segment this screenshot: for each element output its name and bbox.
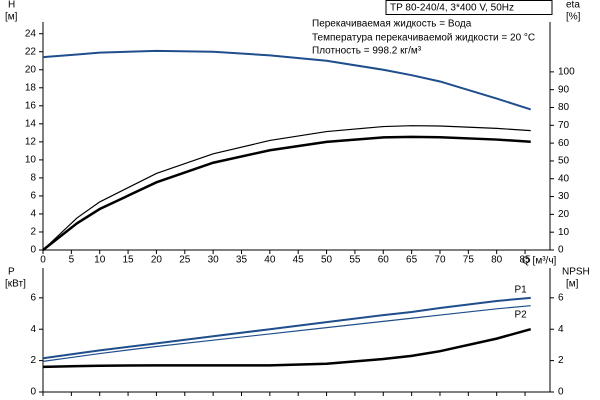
y2-tick-label: 0 [558, 387, 564, 398]
y2-tick-label: 50 [558, 156, 570, 167]
curve [42, 49, 532, 111]
x-tick-label: 35 [236, 255, 248, 266]
y-tick-label: 18 [25, 82, 37, 93]
y-tick-label: 4 [30, 324, 36, 335]
y-label: P [8, 267, 15, 278]
x-tick-label: 40 [264, 255, 276, 266]
y-tick-label: 0 [30, 387, 36, 398]
curve [42, 135, 531, 251]
x-tick-label: 15 [123, 255, 135, 266]
y2-tick-label: 100 [558, 67, 575, 78]
header-box [385, 0, 553, 15]
y-tick-label: 2 [30, 355, 36, 366]
y2-tick-label: 2 [558, 355, 564, 366]
y2-tick-label: 10 [558, 227, 570, 238]
x-tick-label: 55 [349, 255, 361, 266]
y-tick-label: 14 [25, 118, 37, 129]
x-tick-label: 80 [491, 255, 503, 266]
x-label: Q [м³/ч] [522, 256, 557, 267]
curve [42, 125, 531, 251]
x-tick-label: 50 [321, 255, 333, 266]
curve [42, 296, 531, 360]
y2-tick-label: 0 [558, 245, 564, 256]
header: TP 80-240/4, 3*400 V, 50Hz [390, 3, 514, 14]
curve [42, 305, 531, 362]
y2-tick-label: 80 [558, 102, 570, 113]
x-tick-label: 25 [179, 255, 191, 266]
y-tick-label: 6 [30, 292, 36, 303]
series-label: P2 [514, 309, 527, 320]
x-tick-label: 75 [463, 255, 475, 266]
y2-unit: [%] [566, 12, 581, 23]
y-tick-label: 0 [30, 245, 36, 256]
y-tick-label: 4 [30, 209, 36, 220]
y2-unit: [м] [566, 279, 579, 290]
curve [42, 328, 532, 369]
y2-tick-label: 60 [558, 138, 570, 149]
series-label: P1 [514, 284, 527, 295]
y-unit: [м] [5, 12, 18, 23]
y-tick-label: 10 [25, 155, 37, 166]
y2-tick-label: 4 [558, 324, 564, 335]
y2-label: eta [566, 0, 580, 11]
annotation: Перекачиваемая жидкость = Вода [312, 19, 472, 30]
y2-tick-label: 6 [558, 292, 564, 303]
y-tick-label: 24 [25, 28, 37, 39]
x-tick-label: 20 [151, 255, 163, 266]
x-tick-label: 60 [378, 255, 390, 266]
y-tick-label: 16 [25, 100, 37, 111]
y-label: H [8, 0, 15, 11]
x-tick-label: 85 [519, 255, 531, 266]
y-tick-label: 22 [25, 46, 37, 57]
y2-tick-label: 40 [558, 173, 570, 184]
y-tick-label: 20 [25, 64, 37, 75]
y-tick-label: 12 [25, 136, 37, 147]
y2-tick-label: 90 [558, 84, 570, 95]
y2-tick-label: 20 [558, 209, 570, 220]
y-unit: [кВт] [5, 279, 26, 290]
x-tick-label: 30 [208, 255, 220, 266]
x-tick-label: 65 [406, 255, 418, 266]
y2-tick-label: 70 [558, 120, 570, 131]
x-tick-label: 10 [94, 255, 106, 266]
y-tick-label: 2 [30, 227, 36, 238]
y-tick-label: 6 [30, 191, 36, 202]
x-tick-label: 0 [40, 255, 46, 266]
y2-tick-label: 30 [558, 191, 570, 202]
y2-label: NPSH [562, 267, 590, 278]
x-tick-label: 5 [69, 255, 75, 266]
annotation: Температура перекачиваемой жидкости = 20… [312, 33, 535, 44]
annotation: Плотность = 998.2 кг/м³ [312, 46, 422, 57]
x-tick-label: 45 [293, 255, 305, 266]
y-tick-label: 8 [30, 173, 36, 184]
x-tick-label: 70 [434, 255, 446, 266]
